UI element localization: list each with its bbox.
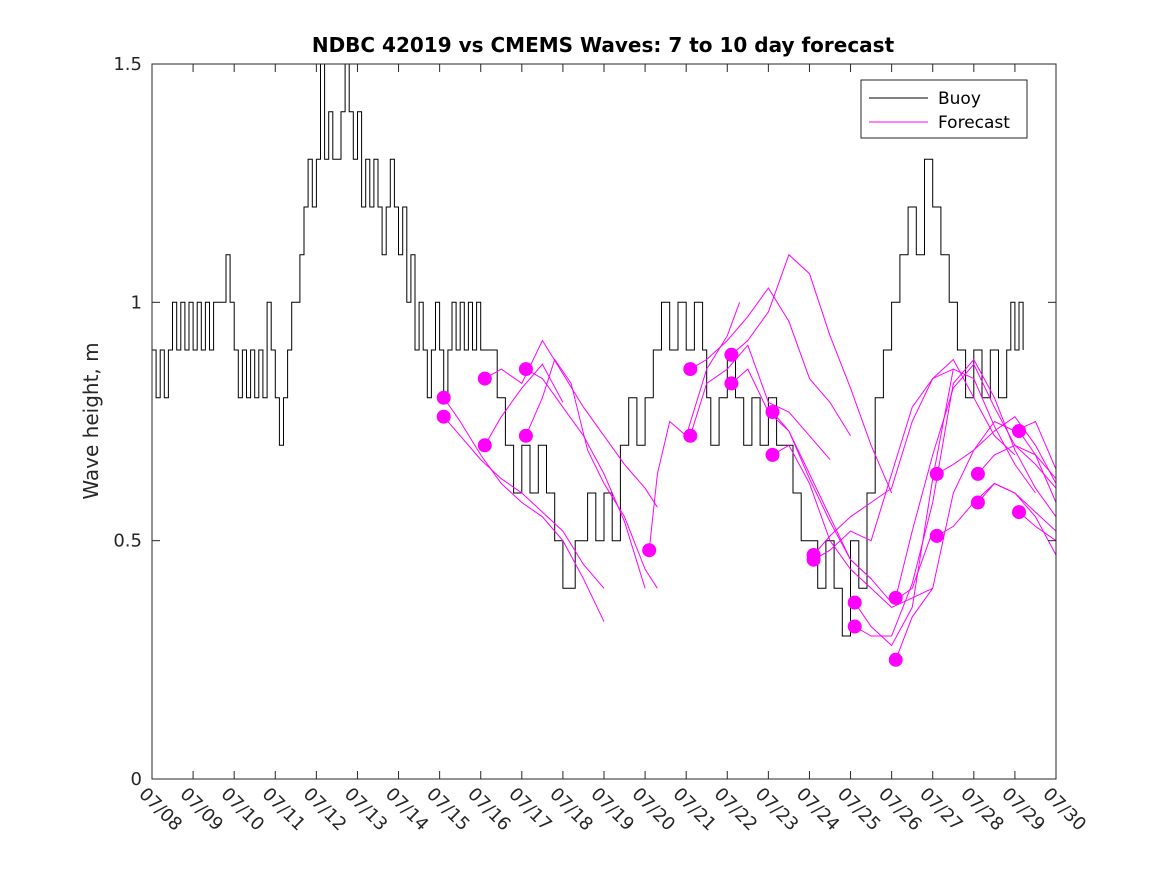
forecast-start-marker [642, 543, 657, 558]
forecast-start-marker [888, 652, 903, 667]
forecast-start-marker [765, 405, 780, 419]
y-tick-label: 0.5 [113, 531, 142, 552]
forecast-start-marker [518, 362, 533, 377]
forecast-start-marker [765, 447, 780, 462]
chart-title: NDBC 42019 vs CMEMS Waves: 7 to 10 day f… [312, 33, 895, 57]
forecast-start-marker [477, 371, 492, 386]
legend-box [860, 79, 1028, 139]
forecast-start-marker [436, 409, 451, 424]
forecast-start-marker [436, 390, 451, 405]
buoy-line [152, 63, 1024, 637]
forecast-start-marker [847, 619, 862, 634]
plot-area [152, 64, 1056, 779]
forecast-line [525, 368, 646, 589]
legend-buoy-label: Buoy [938, 89, 981, 109]
forecast-line [1018, 511, 1057, 542]
legend: Buoy Forecast [860, 79, 1028, 139]
forecast-start-marker [806, 552, 821, 567]
forecast-start-marker [477, 438, 492, 453]
y-tick-label: 1.5 [113, 54, 142, 75]
forecast-line [854, 358, 1057, 637]
y-axis-label: Wave height, m [79, 342, 103, 499]
forecast-start-marker [847, 595, 862, 610]
y-tick-label: 1 [131, 292, 142, 313]
forecast-line [689, 344, 831, 460]
forecast-line [690, 287, 851, 437]
y-axis: 0 0.5 1 1.5 [113, 54, 1056, 790]
forecast-start-marker [1012, 505, 1026, 520]
forecast-line [443, 397, 605, 622]
forecast-start-marker [683, 362, 698, 377]
forecast-start-marker [683, 428, 698, 443]
forecast-line [813, 358, 1016, 556]
forecast-line [731, 253, 893, 494]
forecast-start-marker [518, 428, 533, 443]
forecast-start-marker [1012, 424, 1026, 438]
forecast-start-marker [724, 347, 739, 362]
forecast-line [772, 411, 934, 604]
y-tick-label: 0 [131, 769, 142, 790]
marker-layer [436, 347, 1026, 667]
forecast-start-marker [929, 466, 944, 481]
forecast-line [1018, 430, 1057, 503]
series-layer [152, 63, 1057, 660]
forecast-start-marker [970, 466, 985, 481]
forecast-start-marker [929, 528, 944, 543]
forecast-line [977, 482, 1057, 556]
forecast-line [895, 363, 1057, 599]
forecast-start-marker [970, 495, 985, 510]
forecast-line [813, 368, 954, 561]
forecast-line [977, 444, 1057, 480]
forecast-line [443, 416, 605, 589]
forecast-start-marker [724, 376, 739, 391]
forecast-start-marker [888, 590, 903, 605]
legend-forecast-label: Forecast [938, 113, 1010, 133]
forecast-line [936, 416, 1057, 484]
